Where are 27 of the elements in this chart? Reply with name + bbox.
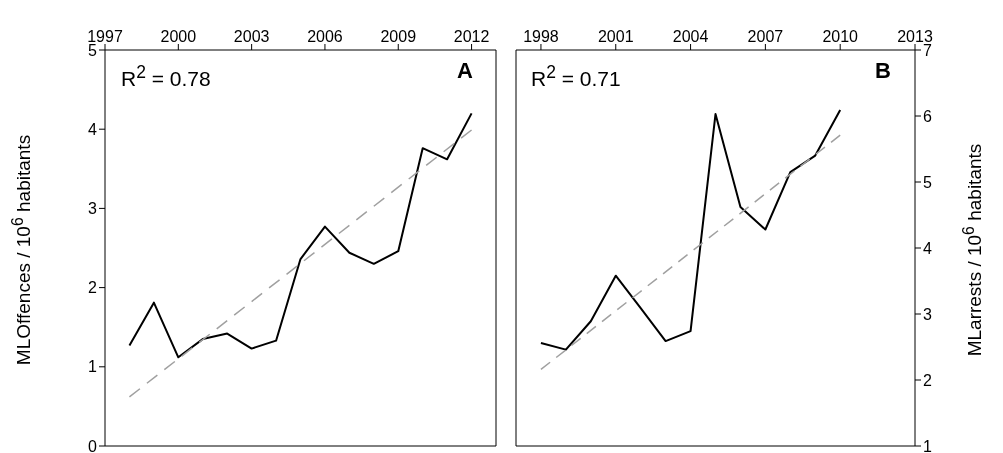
x-tick-label: 2001 xyxy=(597,28,634,45)
x-tick-label: 2007 xyxy=(747,28,784,45)
y2-tick-label: 5 xyxy=(923,173,932,191)
annotation: R$^{2}$ = 0.71 xyxy=(531,62,621,91)
y2-tick-label: 6 xyxy=(923,107,932,125)
line-series xyxy=(128,112,473,359)
line-series xyxy=(539,109,842,351)
x-tick-label: 2003 xyxy=(233,28,270,45)
y-tick-label: 4 xyxy=(88,120,98,138)
y2-tick-label: 4 xyxy=(923,239,932,257)
y2-tick-label: 1 xyxy=(923,437,932,453)
x-tick-label: 2000 xyxy=(160,28,197,45)
y-tick-label: 2 xyxy=(88,279,98,297)
x-tick-label: 1998 xyxy=(523,28,559,45)
x-tick-label: 2004 xyxy=(672,28,709,45)
x-tick-label: 2010 xyxy=(822,28,859,45)
y2-tick-label: 3 xyxy=(923,305,932,323)
annotation: R$^{2}$ = 0.78 xyxy=(121,62,211,91)
chart-title: A xyxy=(457,58,473,84)
x-tick-label: 2009 xyxy=(380,28,417,45)
chart-title: B xyxy=(875,58,891,84)
x-tick-label: 2006 xyxy=(307,28,343,45)
x-tick-label: 2012 xyxy=(453,28,490,45)
y-tick-label: 3 xyxy=(88,200,98,218)
y2-tick-label: 2 xyxy=(923,371,932,389)
y-tick-label: 1 xyxy=(88,358,98,376)
y-tick-label: 0 xyxy=(88,437,98,453)
